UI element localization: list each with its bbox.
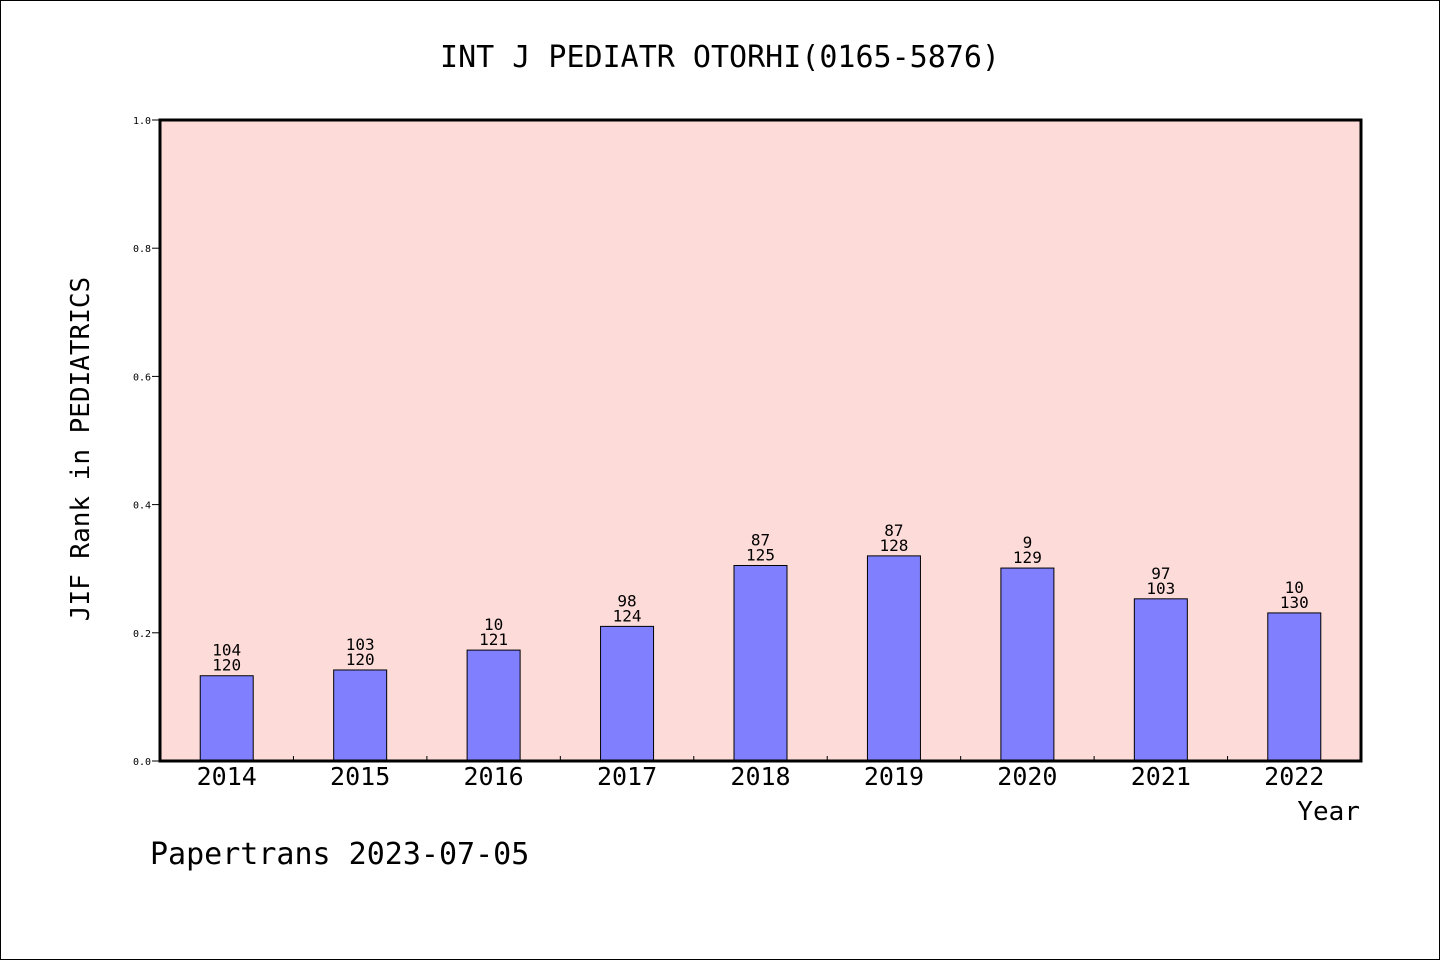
y-tick-label: 0.6 — [133, 372, 151, 383]
bar-total-label: 124 — [613, 606, 642, 625]
bar-2017 — [600, 625, 655, 762]
bar-rank-label: 87 — [884, 521, 903, 540]
bar-total-label: 129 — [1013, 548, 1042, 567]
y-tick-label: 1.0 — [133, 116, 151, 127]
bar-rank-label: 10 — [1285, 578, 1304, 597]
plot-border — [158, 118, 1363, 763]
bar-2021 — [1133, 598, 1188, 762]
bar-rank-label: 10 — [484, 615, 503, 634]
bar-total-label: 125 — [746, 545, 775, 564]
bar-total-label: 120 — [212, 656, 241, 675]
bar-2014 — [199, 675, 254, 762]
y-tick-label: 0.4 — [133, 501, 151, 512]
bar-2016 — [466, 649, 521, 762]
footer-credit: Papertrans 2023-07-05 — [150, 837, 529, 872]
bar-total-label: 120 — [346, 650, 375, 669]
x-axis-title: Year — [1297, 797, 1360, 827]
bar-rank-label: 103 — [346, 635, 375, 654]
y-axis-title: JIF Rank in PEDIATRICS — [66, 277, 96, 621]
x-tick-label: 2016 — [464, 762, 524, 791]
bar-2022 — [1267, 612, 1322, 762]
bar-rank-label: 9 — [1023, 533, 1033, 552]
bar-total-label: 103 — [1146, 579, 1175, 598]
x-tick-label: 2021 — [1131, 762, 1191, 791]
bar-2018 — [733, 564, 788, 762]
x-tick-label: 2014 — [197, 762, 257, 791]
bar-total-label: 121 — [479, 630, 508, 649]
x-tick-label: 2019 — [864, 762, 924, 791]
y-tick-label: 0.8 — [133, 244, 151, 255]
y-tick-label: 0.2 — [133, 629, 151, 640]
bar-2020 — [1000, 567, 1055, 762]
y-tick-label: 0.0 — [133, 757, 151, 768]
chart-title: INT J PEDIATR OTORHI(0165-5876) — [440, 40, 1000, 75]
bar-2015 — [333, 669, 388, 762]
y-axis-ticks: 0.0 0.2 0.4 0.6 0.8 1.0 — [133, 116, 160, 768]
bar-rank-label: 104 — [212, 641, 241, 660]
bar-rank-label: 98 — [617, 591, 636, 610]
bar-total-label: 128 — [879, 536, 908, 555]
bars — [199, 555, 1322, 762]
x-tick-label: 2022 — [1264, 762, 1324, 791]
x-tick-label: 2020 — [997, 762, 1057, 791]
bar-2019 — [866, 555, 921, 762]
x-axis-ticks: 2014 2015 2016 2017 2018 2019 2020 2021 2022 — [197, 756, 1324, 791]
bar-total-label: 130 — [1280, 593, 1309, 612]
x-tick-label: 2015 — [330, 762, 390, 791]
bar-rank-label: 87 — [751, 530, 770, 549]
bar-rank-label: 97 — [1151, 564, 1170, 583]
x-tick-label: 2017 — [597, 762, 657, 791]
x-tick-label: 2018 — [730, 762, 790, 791]
